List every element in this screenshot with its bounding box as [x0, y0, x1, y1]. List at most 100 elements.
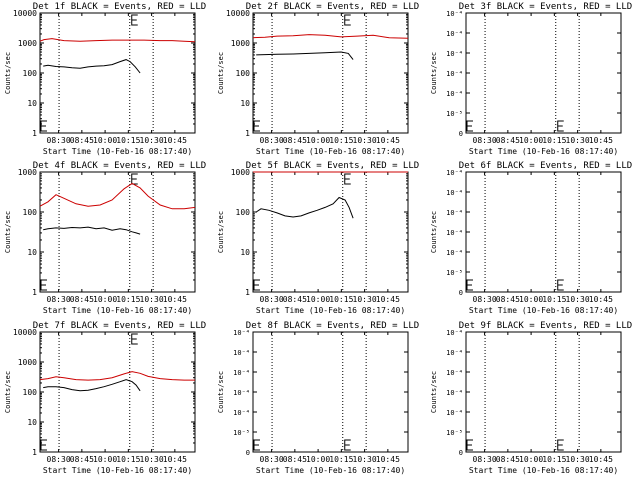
chart-title: Det 5f BLACK = Events, RED = LLD — [246, 161, 419, 171]
interval-marker-icon — [131, 14, 138, 26]
interval-marker-icon — [557, 120, 564, 132]
plot-frame — [39, 171, 196, 293]
y-tick-label: 10⁻⁴ — [233, 369, 250, 377]
plot-frame — [465, 331, 622, 453]
x-tick-label: 10:00 — [306, 295, 330, 304]
y-tick-label: 1 — [245, 129, 250, 138]
x-tick-label: 10:00 — [306, 136, 330, 145]
x-tick-label: 10:15 — [542, 136, 566, 145]
y-tick-label: 10⁻⁴ — [446, 229, 463, 237]
y-axis-label: Counts/sec — [430, 371, 438, 413]
y-tick-label: 1000 — [18, 168, 37, 177]
x-tick-label: 10:15 — [329, 136, 353, 145]
x-tick-label: 08:45 — [70, 295, 94, 304]
x-tick-label: 10:30 — [353, 136, 377, 145]
y-axis-label: Counts/sec — [4, 371, 12, 413]
x-tick-label: 08:30 — [47, 455, 71, 464]
x-axis-label: Start Time (10-Feb-16 08:17:40) — [256, 306, 405, 315]
y-tick-label: 10⁻⁴ — [446, 349, 463, 357]
y-tick-label: 1000 — [231, 168, 250, 177]
interval-marker-icon — [344, 173, 351, 185]
x-axis-label: Start Time (10-Feb-16 08:17:40) — [469, 466, 618, 475]
panel-det-2: Det 2f BLACK = Events, RED = LLD Counts/s… — [217, 2, 419, 156]
x-tick-label: 10:30 — [353, 455, 377, 464]
plot-frame — [252, 12, 409, 134]
chart-title: Det 9f BLACK = Events, RED = LLD — [459, 321, 632, 331]
interval-marker-icon — [466, 120, 473, 132]
x-tick-label: 08:30 — [47, 136, 71, 145]
x-tick-label: 08:45 — [496, 455, 520, 464]
series-line-lld — [39, 182, 196, 210]
interval-marker-icon — [40, 120, 47, 132]
chart-title: Det 4f BLACK = Events, RED = LLD — [33, 161, 206, 171]
x-tick-label: 10:45 — [163, 136, 187, 145]
series-line-lld — [39, 371, 195, 381]
panel-det-3: Det 3f BLACK = Events, RED = LLD Counts/s… — [430, 2, 632, 156]
x-tick-label: 10:00 — [93, 295, 117, 304]
interval-marker-icon — [344, 14, 351, 26]
panel-det-4: Det 4f BLACK = Events, RED = LLD Counts/s… — [4, 161, 206, 315]
y-tick-label: 10⁻⁵ — [446, 269, 463, 277]
interval-marker-icon — [466, 279, 473, 291]
x-tick-label: 10:15 — [542, 295, 566, 304]
y-tick-label: 0 — [459, 449, 463, 457]
x-tick-label: 08:30 — [473, 295, 497, 304]
x-tick-label: 08:30 — [473, 455, 497, 464]
chart-title: Det 1f BLACK = Events, RED = LLD — [33, 2, 206, 12]
x-axis-label: Start Time (10-Feb-16 08:17:40) — [256, 147, 405, 156]
interval-marker-icon — [131, 333, 138, 345]
chart-title: Det 3f BLACK = Events, RED = LLD — [459, 2, 632, 12]
y-tick-label: 10⁻⁴ — [446, 90, 463, 98]
x-tick-label: 08:30 — [260, 455, 284, 464]
x-tick-label: 10:30 — [140, 295, 164, 304]
y-tick-label: 10⁻⁴ — [446, 209, 463, 217]
interval-marker-icon — [253, 120, 260, 132]
y-tick-label: 100 — [23, 388, 38, 397]
y-tick-label: 100 — [236, 69, 251, 78]
y-tick-label: 1 — [32, 448, 37, 457]
x-axis-label: Start Time (10-Feb-16 08:17:40) — [43, 147, 192, 156]
panel-det-8: Det 8f BLACK = Events, RED = LLD Counts/s… — [217, 321, 419, 475]
y-tick-label: 10⁻⁴ — [446, 30, 463, 38]
y-axis-label: Counts/sec — [430, 211, 438, 253]
x-tick-label: 10:15 — [116, 295, 140, 304]
y-tick-label: 10 — [27, 99, 37, 108]
y-tick-label: 10⁻⁴ — [446, 329, 463, 337]
y-axis-label: Counts/sec — [430, 52, 438, 94]
chart-title: Det 2f BLACK = Events, RED = LLD — [246, 2, 419, 12]
y-tick-label: 10000 — [226, 9, 250, 18]
y-tick-label: 10⁻⁴ — [446, 10, 463, 18]
y-axis-label: Counts/sec — [217, 211, 225, 253]
x-tick-label: 10:45 — [589, 455, 613, 464]
y-tick-label: 10⁻⁵ — [446, 429, 463, 437]
x-tick-label: 10:00 — [519, 455, 543, 464]
y-tick-label: 1000 — [231, 39, 250, 48]
y-tick-label: 10⁻⁵ — [233, 429, 250, 437]
x-tick-label: 10:00 — [93, 455, 117, 464]
x-tick-label: 10:45 — [376, 295, 400, 304]
interval-marker-icon — [40, 439, 47, 451]
plot-frame — [465, 171, 622, 293]
series-line-events — [256, 51, 354, 60]
series-line-events — [255, 196, 354, 219]
y-axis-label: Counts/sec — [217, 52, 225, 94]
interval-marker-icon — [557, 439, 564, 451]
x-tick-label: 08:45 — [283, 455, 307, 464]
x-tick-label: 08:45 — [496, 136, 520, 145]
x-tick-label: 10:30 — [566, 295, 590, 304]
series-line-events — [43, 226, 141, 235]
y-tick-label: 0 — [246, 449, 250, 457]
x-tick-label: 10:00 — [519, 295, 543, 304]
plot-frame — [252, 331, 409, 453]
y-tick-label: 100 — [23, 69, 38, 78]
x-tick-label: 10:15 — [116, 136, 140, 145]
x-tick-label: 10:30 — [353, 295, 377, 304]
y-tick-label: 10⁻⁴ — [233, 329, 250, 337]
panel-det-5: Det 5f BLACK = Events, RED = LLD Counts/s… — [217, 161, 419, 315]
interval-marker-icon — [131, 173, 138, 185]
y-tick-label: 10⁻⁴ — [446, 249, 463, 257]
y-axis-label: Counts/sec — [217, 371, 225, 413]
y-axis-label: Counts/sec — [4, 52, 12, 94]
chart-title: Det 7f BLACK = Events, RED = LLD — [33, 321, 206, 331]
x-axis-label: Start Time (10-Feb-16 08:17:40) — [256, 466, 405, 475]
